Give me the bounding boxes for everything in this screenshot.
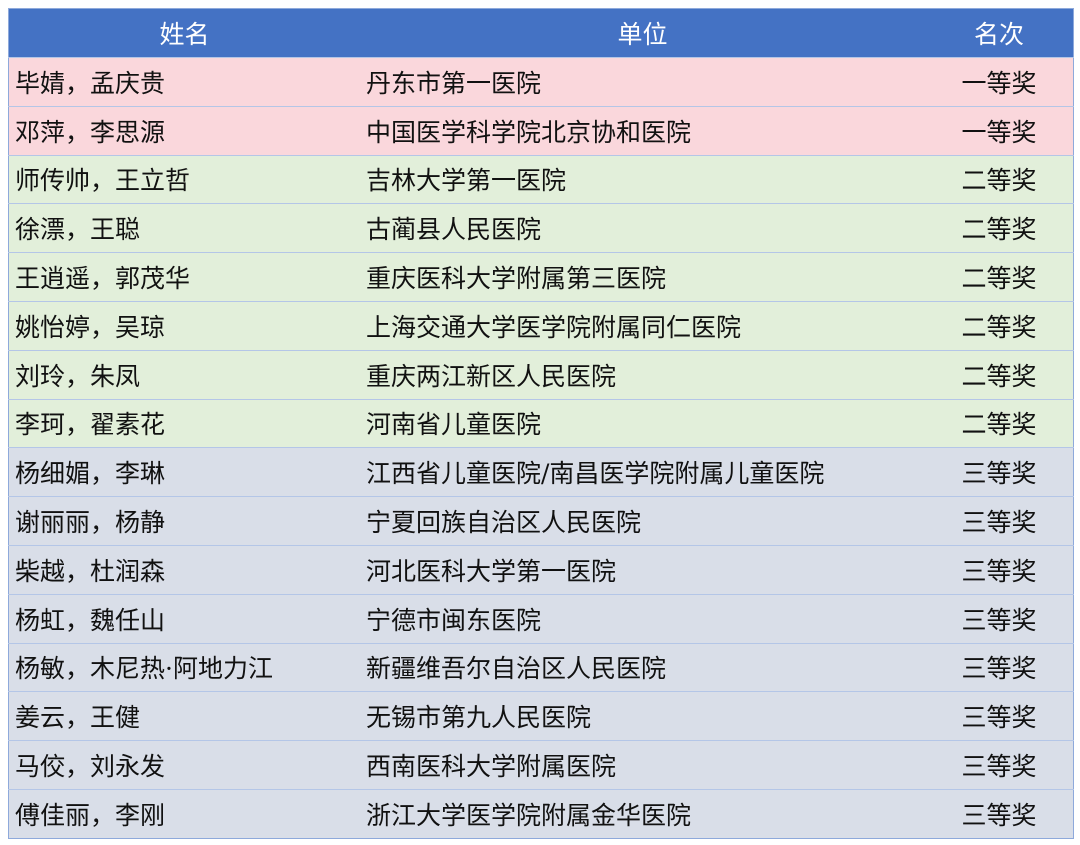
table-row: 徐漂，王聪 古蔺县人民医院 二等奖 [8, 203, 1074, 253]
awards-table: 姓名 单位 名次 毕婧，孟庆贵 丹东市第一医院 一等奖 邓萍，李思源 中国医学科学院北京… [8, 8, 1074, 839]
cell-rank: 二等奖 [925, 154, 1074, 204]
cell-unit: 宁夏回族自治区人民医院 [360, 496, 925, 546]
cell-unit: 江西省儿童医院/南昌医学院附属儿童医院 [360, 447, 925, 497]
cell-unit: 重庆医科大学附属第三医院 [360, 252, 925, 302]
cell-unit: 宁德市闽东医院 [360, 593, 925, 644]
cell-name: 王逍遥，郭茂华 [8, 252, 360, 302]
cell-unit: 中国医学科学院北京协和医院 [360, 105, 925, 156]
cell-rank: 二等奖 [925, 252, 1074, 302]
table-row: 师传帅，王立哲 吉林大学第一医院 二等奖 [8, 154, 1074, 204]
table-row: 刘玲，朱凤 重庆两江新区人民医院 二等奖 [8, 349, 1074, 400]
table-row: 毕婧，孟庆贵 丹东市第一医院 一等奖 [8, 57, 1074, 107]
table-row: 谢丽丽，杨静 宁夏回族自治区人民医院 三等奖 [8, 496, 1074, 546]
table-row: 马佼，刘永发 西南医科大学附属医院 三等奖 [8, 740, 1074, 790]
table-row: 姜云，王健 无锡市第九人民医院 三等奖 [8, 691, 1074, 741]
header-name: 姓名 [8, 8, 360, 58]
cell-unit: 河北医科大学第一医院 [360, 544, 925, 595]
cell-rank: 三等奖 [925, 788, 1074, 839]
cell-name: 杨敏，木尼热·阿地力江 [8, 642, 360, 692]
table-row: 柴越，杜润森 河北医科大学第一医院 三等奖 [8, 544, 1074, 595]
cell-name: 邓萍，李思源 [8, 105, 360, 156]
table-row: 李珂，翟素花 河南省儿童医院 二等奖 [8, 398, 1074, 448]
cell-unit: 吉林大学第一医院 [360, 154, 925, 204]
cell-rank: 三等奖 [925, 544, 1074, 595]
cell-rank: 二等奖 [925, 203, 1074, 253]
cell-name: 谢丽丽，杨静 [8, 496, 360, 546]
cell-rank: 一等奖 [925, 105, 1074, 156]
cell-rank: 二等奖 [925, 398, 1074, 448]
cell-rank: 三等奖 [925, 642, 1074, 692]
cell-name: 柴越，杜润森 [8, 544, 360, 595]
cell-unit: 丹东市第一医院 [360, 57, 925, 107]
table-row: 姚怡婷，吴琼 上海交通大学医学院附属同仁医院 二等奖 [8, 300, 1074, 351]
table-row: 傅佳丽，李刚 浙江大学医学院附属金华医院 三等奖 [8, 788, 1074, 839]
header-unit: 单位 [360, 8, 925, 58]
cell-name: 马佼，刘永发 [8, 740, 360, 790]
cell-unit: 无锡市第九人民医院 [360, 691, 925, 741]
header-row: 姓名 单位 名次 [8, 8, 1074, 58]
cell-name: 姜云，王健 [8, 691, 360, 741]
cell-rank: 三等奖 [925, 740, 1074, 790]
cell-rank: 三等奖 [925, 691, 1074, 741]
cell-rank: 三等奖 [925, 496, 1074, 546]
cell-unit: 上海交通大学医学院附属同仁医院 [360, 300, 925, 351]
cell-name: 杨细媚，李琳 [8, 447, 360, 497]
header-rank: 名次 [925, 8, 1074, 58]
cell-rank: 二等奖 [925, 300, 1074, 351]
table-row: 王逍遥，郭茂华 重庆医科大学附属第三医院 二等奖 [8, 252, 1074, 302]
table-row: 杨虹，魏任山 宁德市闽东医院 三等奖 [8, 593, 1074, 644]
cell-unit: 河南省儿童医院 [360, 398, 925, 448]
cell-name: 徐漂，王聪 [8, 203, 360, 253]
cell-rank: 一等奖 [925, 57, 1074, 107]
cell-name: 刘玲，朱凤 [8, 349, 360, 400]
table-row: 杨敏，木尼热·阿地力江 新疆维吾尔自治区人民医院 三等奖 [8, 642, 1074, 692]
table-row: 杨细媚，李琳 江西省儿童医院/南昌医学院附属儿童医院 三等奖 [8, 447, 1074, 497]
cell-name: 姚怡婷，吴琼 [8, 300, 360, 351]
cell-name: 师传帅，王立哲 [8, 154, 360, 204]
cell-rank: 三等奖 [925, 593, 1074, 644]
cell-unit: 新疆维吾尔自治区人民医院 [360, 642, 925, 692]
cell-name: 毕婧，孟庆贵 [8, 57, 360, 107]
cell-name: 傅佳丽，李刚 [8, 788, 360, 839]
cell-name: 杨虹，魏任山 [8, 593, 360, 644]
cell-unit: 浙江大学医学院附属金华医院 [360, 788, 925, 839]
cell-rank: 二等奖 [925, 349, 1074, 400]
cell-unit: 重庆两江新区人民医院 [360, 349, 925, 400]
table-row: 邓萍，李思源 中国医学科学院北京协和医院 一等奖 [8, 105, 1074, 156]
cell-name: 李珂，翟素花 [8, 398, 360, 448]
cell-rank: 三等奖 [925, 447, 1074, 497]
cell-unit: 古蔺县人民医院 [360, 203, 925, 253]
cell-unit: 西南医科大学附属医院 [360, 740, 925, 790]
